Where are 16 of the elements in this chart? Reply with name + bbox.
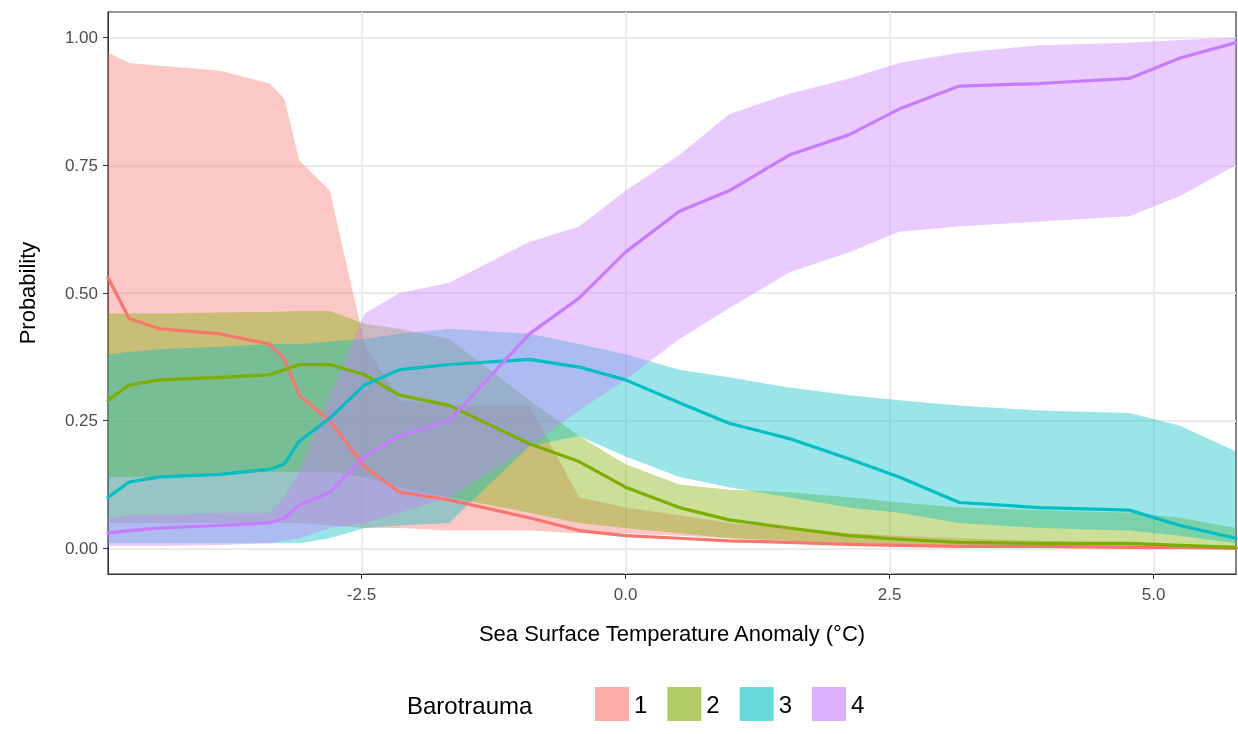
legend-label: 1 xyxy=(634,690,648,718)
y-tick-label: 0.75 xyxy=(64,155,98,175)
y-tick-label: 0.25 xyxy=(64,411,98,431)
y-tick-label: 1.00 xyxy=(64,28,98,48)
legend-label: 4 xyxy=(851,690,865,718)
y-tick-label: 0.00 xyxy=(64,538,98,558)
x-tick-label: 2.5 xyxy=(877,585,902,604)
x-tick-label: 0.0 xyxy=(613,585,638,604)
y-tick-label: 0.50 xyxy=(64,283,98,303)
legend-label: 3 xyxy=(778,690,793,718)
x-tick-label: 5.0 xyxy=(1141,585,1166,604)
legend-label: 2 xyxy=(706,690,720,718)
legend-title: Barotrauma xyxy=(407,691,534,719)
x-tick-label: -2.5 xyxy=(346,585,377,604)
x-axis-title: Sea Surface Temperature Anomaly (°C) xyxy=(478,620,866,646)
y-axis-title: Probability xyxy=(14,241,40,345)
